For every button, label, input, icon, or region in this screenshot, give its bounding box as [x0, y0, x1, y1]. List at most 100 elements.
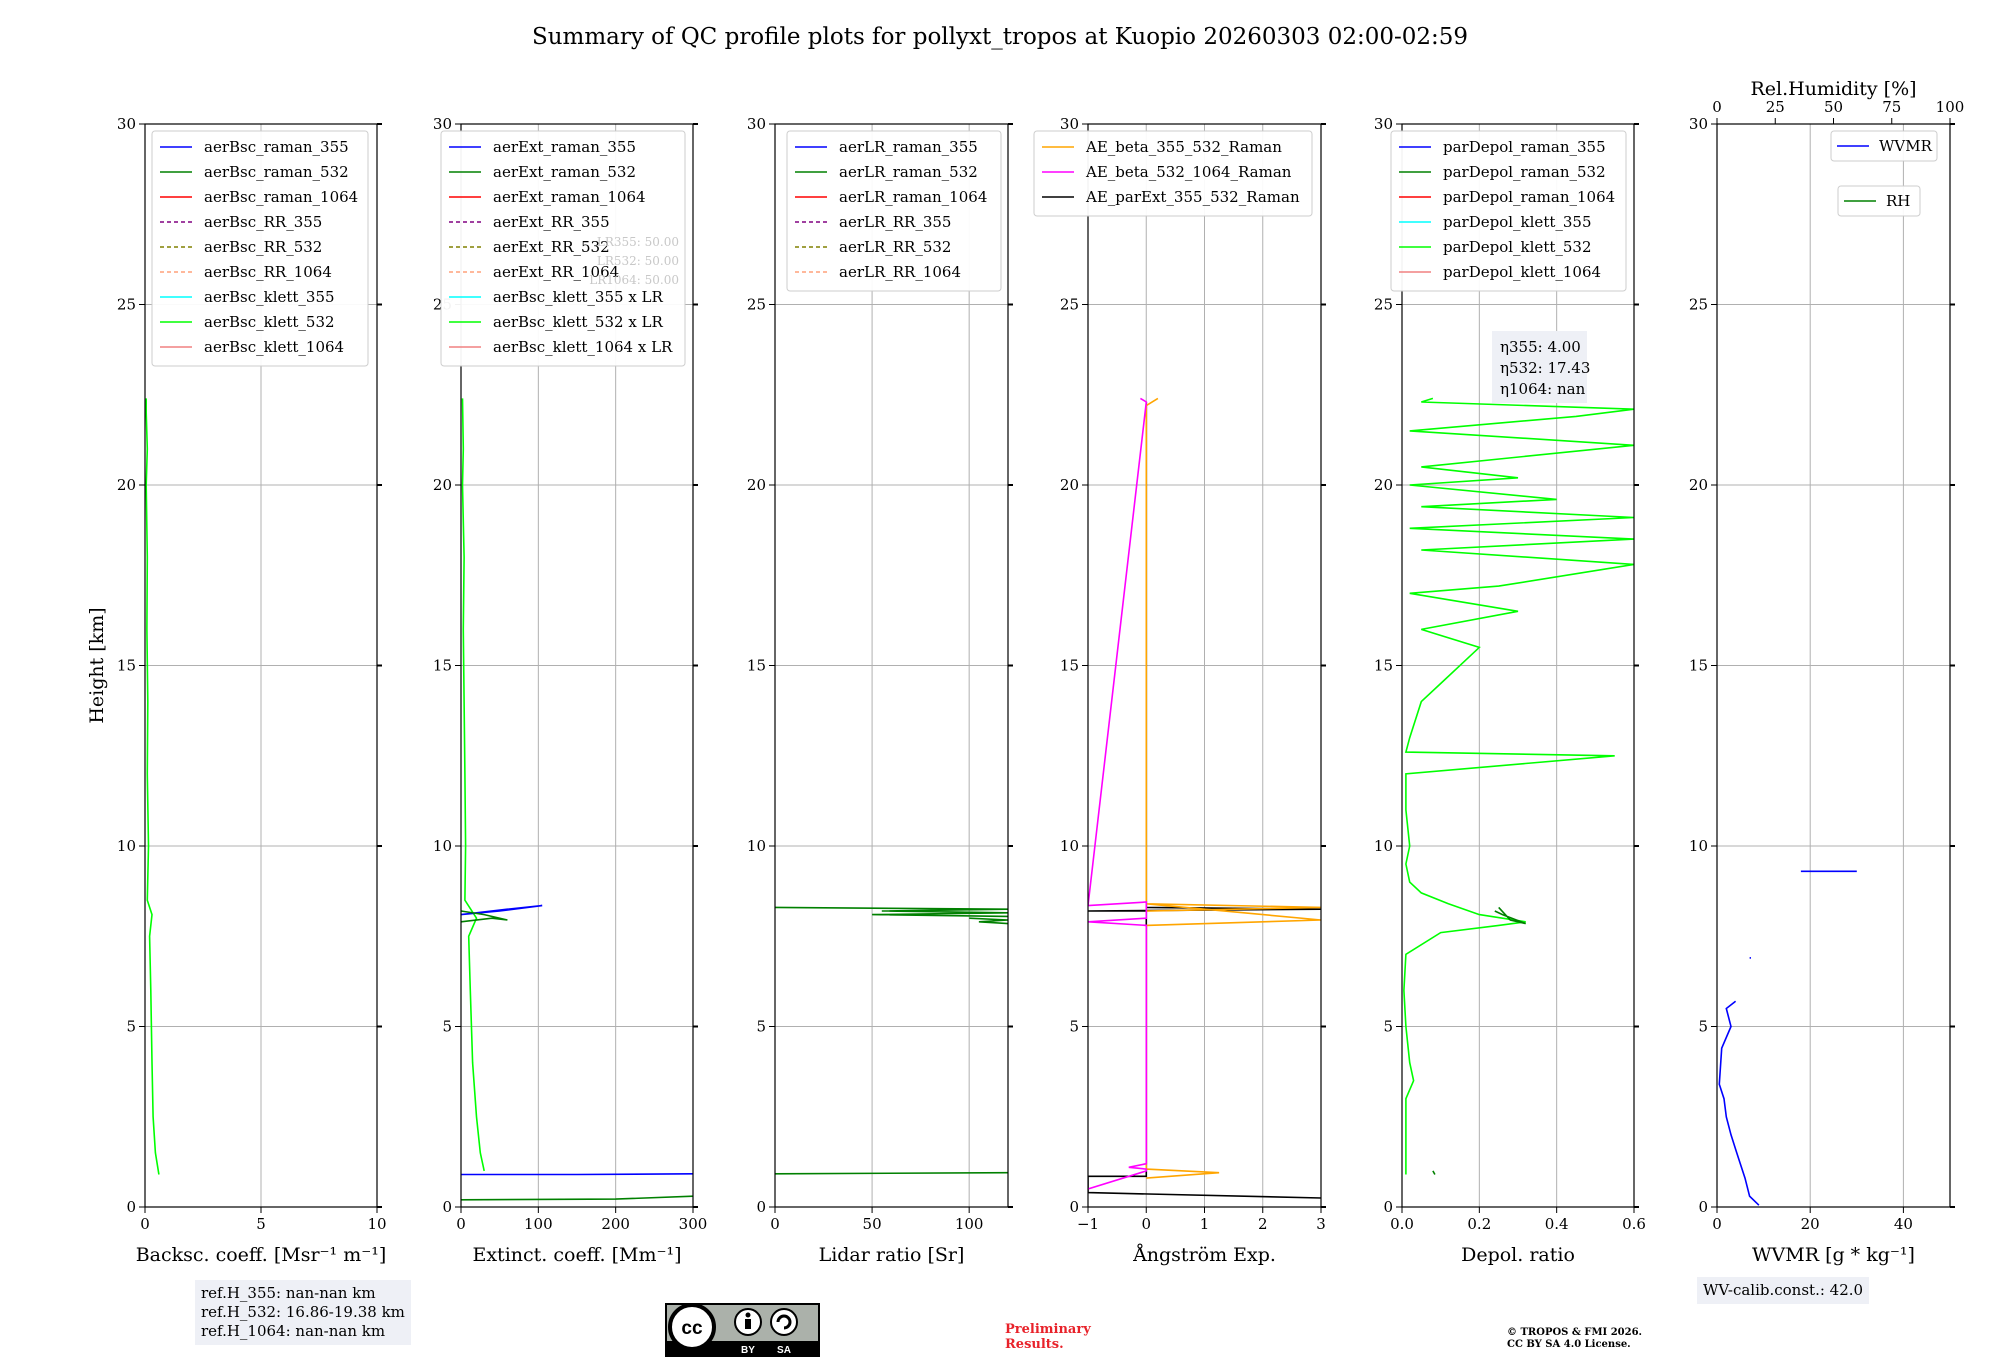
subplot-2: 0100200300051015202530Extinct. coeff. [M… — [433, 115, 707, 1266]
y-tick-label: 5 — [1069, 1018, 1079, 1036]
y-tick-label: 0 — [442, 1198, 452, 1216]
legend-entry-label: aerBsc_klett_355 x LR — [493, 288, 664, 306]
legend-box — [1837, 185, 1921, 217]
x-tick-label: 0.6 — [1622, 1215, 1646, 1233]
x-tick-label: 40 — [1894, 1215, 1913, 1233]
y-tick-label: 30 — [117, 115, 136, 133]
x-tick-label: 0.4 — [1545, 1215, 1569, 1233]
legend-entry-label: aerBsc_klett_1064 — [204, 338, 344, 356]
y-tick-label: 30 — [1060, 115, 1079, 133]
y-tick-label: 0 — [1069, 1198, 1079, 1216]
eta-box — [1492, 331, 1587, 403]
reference-heights-box: ref.H_355: nan-nan km ref.H_532: 16.86-1… — [195, 1280, 411, 1345]
x-tick-label: 0 — [1712, 1215, 1722, 1233]
y-tick-label: 15 — [1689, 657, 1708, 675]
y-tick-label: 30 — [1689, 115, 1708, 133]
y-tick-label: 15 — [117, 657, 136, 675]
legend-box — [1033, 130, 1313, 217]
legend-entry-label: AE_beta_355_532_Raman — [1085, 138, 1282, 156]
x-tick-label: 200 — [601, 1215, 630, 1233]
ref-height-532: ref.H_532: 16.86-19.38 km — [201, 1303, 405, 1321]
series-line-parDepol_raman_532_low — [1432, 1170, 1436, 1175]
x2-axis-label: Rel.Humidity [%] — [1750, 78, 1916, 100]
x-axis-label: Backsc. coeff. [Msr⁻¹ m⁻¹] — [136, 1244, 387, 1266]
subplot-6: 0 20 40 0 5 10 15 20 25 30 WVMR [g * kg⁻¹] 0 25 50 75 1… — [1689, 78, 1964, 1266]
x-axis-label: Depol. ratio — [1461, 1244, 1575, 1266]
x-tick-label: 100 — [955, 1215, 984, 1233]
series-line-aerBsc_klett_532 — [145, 398, 160, 1175]
x-tick-label: 2 — [1258, 1215, 1268, 1233]
y-tick-label: 20 — [1374, 476, 1393, 494]
share-alike-icon — [770, 1308, 798, 1336]
y-tick-label: 10 — [433, 837, 452, 855]
series-line-AE_beta_355_532_Raman — [1145, 397, 1321, 1179]
ref-height-1064: ref.H_1064: nan-nan km — [201, 1322, 386, 1340]
y-tick-label: 30 — [747, 115, 766, 133]
sa-label: SA — [777, 1345, 791, 1356]
series-line-aerExt_raman_355_low — [461, 1173, 693, 1176]
series-line-aerLR_raman_532_low — [775, 1171, 1008, 1175]
legend-box — [1390, 130, 1627, 292]
y-tick-label: 25 — [1689, 296, 1708, 314]
y-tick-label: 0 — [1383, 1198, 1393, 1216]
y-tick-label: 20 — [117, 476, 136, 494]
eta-label: η532: 17.43 — [1500, 359, 1590, 377]
legend-entry-label: aerBsc_klett_532 — [204, 313, 335, 331]
legend-entry-label: aerBsc_raman_1064 — [204, 188, 358, 206]
legend-entry-label: aerBsc_RR_1064 — [204, 263, 332, 281]
y-tick-label: 10 — [1060, 837, 1079, 855]
y-tick-label: 15 — [1060, 657, 1079, 675]
legend-entry-label: aerBsc_klett_1064 x LR — [493, 338, 673, 356]
attribution-body-icon — [745, 1319, 751, 1329]
legend-entry-label: aerLR_raman_355 — [839, 138, 978, 156]
legend-entry-label: aerExt_RR_1064 — [493, 263, 619, 281]
subplot-1: 0 5 10 0 5 10 15 20 25 30 Backsc. coeff. [Msr⁻¹ m⁻… — [86, 115, 387, 1266]
share-alike-arrow-icon — [776, 1314, 792, 1330]
eta-label: η355: 4.00 — [1500, 338, 1581, 356]
x-tick-label: 0 — [140, 1215, 150, 1233]
y-tick-label: 20 — [1689, 476, 1708, 494]
legend-entry-label: aerBsc_klett_355 — [204, 288, 335, 306]
eta-label: η1064: nan — [1500, 380, 1586, 398]
series-line-WVMR — [1718, 1000, 1760, 1206]
x-tick-label: 3 — [1316, 1215, 1326, 1233]
series-line-aerLR_raman_532 — [775, 906, 1008, 918]
legend-entry-label: parDepol_raman_532 — [1443, 163, 1606, 181]
x-tick-label: 0 — [456, 1215, 466, 1233]
legend-entry-label: RH — [1886, 192, 1910, 210]
y-tick-label: 20 — [433, 476, 452, 494]
y-tick-label: 30 — [1374, 115, 1393, 133]
legend-box — [151, 130, 369, 367]
x2-tick-label: 0 — [1712, 98, 1722, 116]
legend-entry-label: parDepol_raman_355 — [1443, 138, 1606, 156]
copyright-line-1: © TROPOS & FMI 2026. — [1507, 1327, 1643, 1338]
x-tick-label: 300 — [679, 1215, 708, 1233]
legend-entry-label: aerBsc_raman_532 — [204, 163, 349, 181]
x-tick-label: 0.0 — [1390, 1215, 1414, 1233]
attribution-head-icon — [745, 1312, 751, 1318]
cc-circle-icon — [668, 1303, 716, 1351]
x-tick-label: −1 — [1077, 1215, 1099, 1233]
y-tick-label: 0 — [126, 1198, 136, 1216]
legend-entry-label: aerExt_raman_532 — [493, 163, 636, 181]
y-tick-label: 5 — [1698, 1018, 1708, 1036]
preliminary-results-note: Preliminary Results. — [1005, 1322, 1091, 1352]
figure-title: Summary of QC profile plots for pollyxt_… — [532, 24, 1468, 50]
y-tick-label: 20 — [747, 476, 766, 494]
legend-entry-label: aerLR_RR_532 — [839, 238, 951, 256]
by-label: BY — [741, 1345, 755, 1356]
preliminary-line-2: Results. — [1005, 1337, 1064, 1352]
y-tick-label: 30 — [433, 115, 452, 133]
y-tick-label: 15 — [747, 657, 766, 675]
series-line-parDepol_raman_532 — [1494, 906, 1526, 925]
y-tick-label: 5 — [442, 1018, 452, 1036]
subplot-3: 0 50 100 0 5 10 15 20 25 30 Lidar ratio [Sr] aerLR_… — [747, 115, 1013, 1266]
y-tick-label: 10 — [1374, 837, 1393, 855]
x2-tick-label: 25 — [1766, 98, 1785, 116]
legend-entry-label: WVMR — [1879, 137, 1933, 155]
y-tick-label: 20 — [1060, 476, 1079, 494]
lidar-ratio-annotation: LR355: 50.00 — [597, 235, 679, 249]
x-tick-label: 1 — [1200, 1215, 1210, 1233]
legend-entry-label: aerExt_RR_355 — [493, 213, 610, 231]
